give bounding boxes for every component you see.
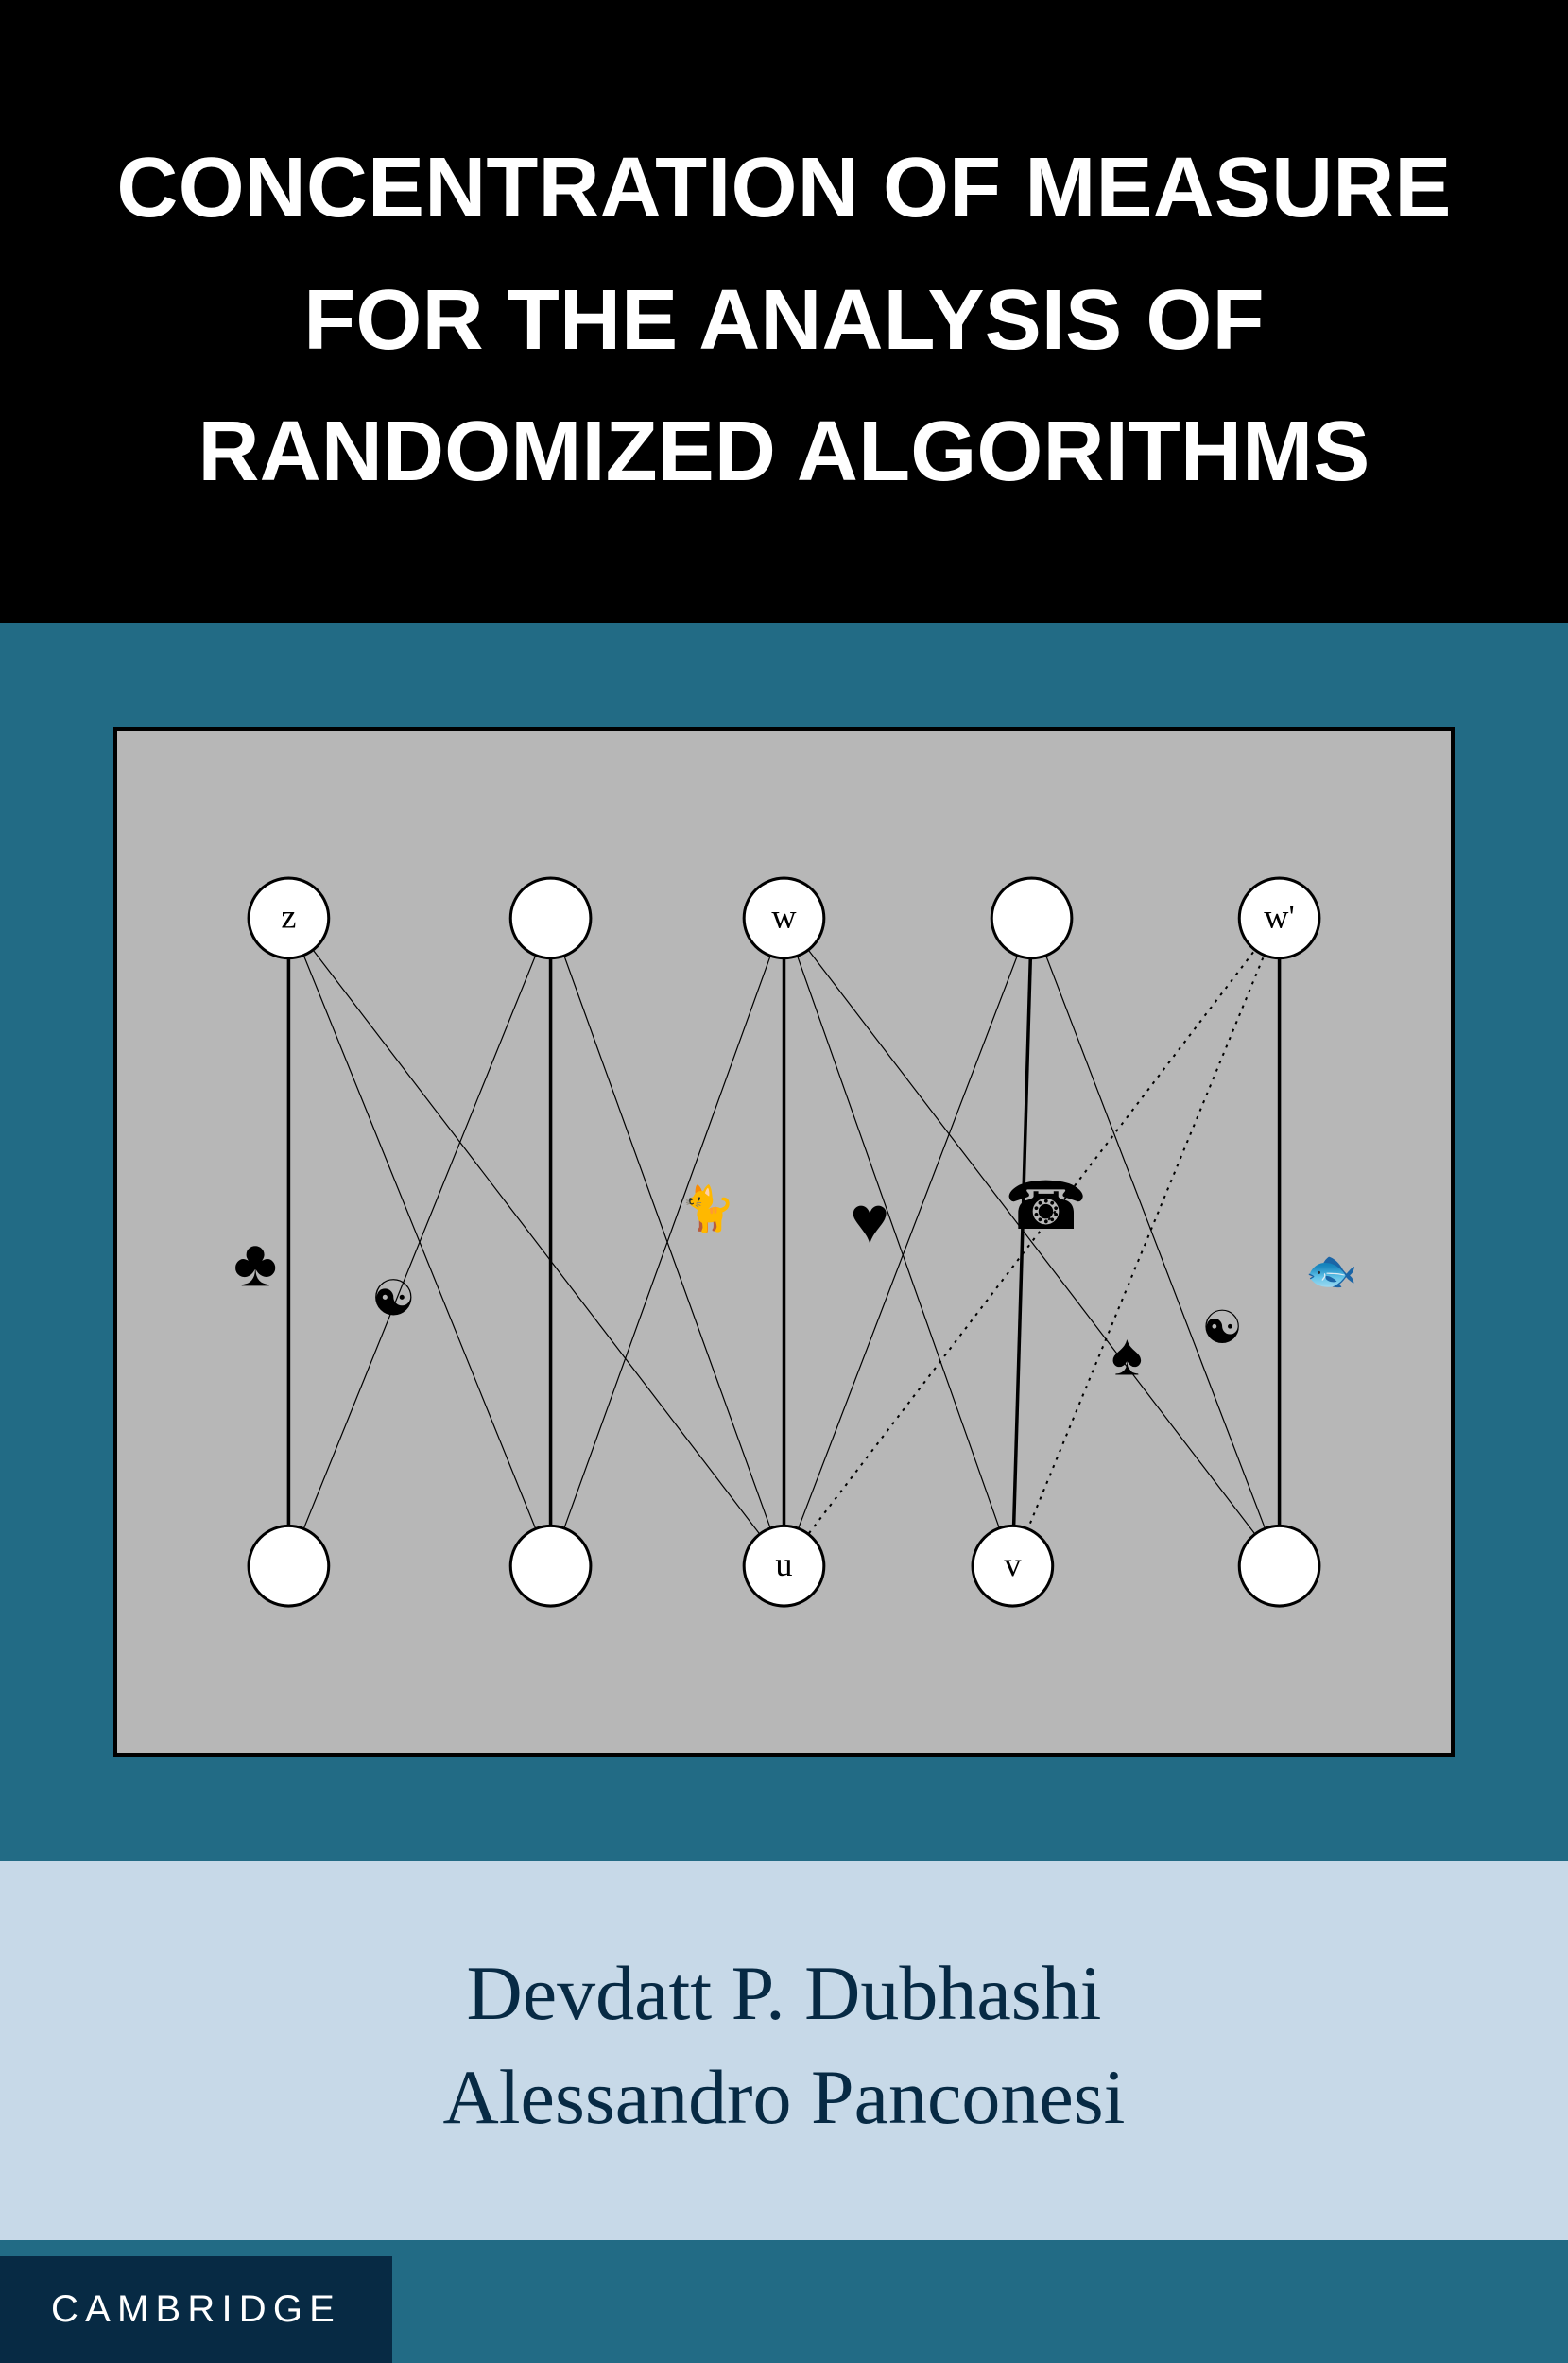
- graph-edge: [784, 918, 1032, 1565]
- book-cover: CONCENTRATION OF MEASURE FOR THE ANALYSI…: [0, 0, 1568, 2363]
- graph-node: [510, 878, 591, 958]
- publisher-label: CAMBRIDGE: [0, 2256, 392, 2363]
- heart-icon: ♥: [850, 1184, 889, 1258]
- graph-node-label: u: [775, 1545, 792, 1583]
- phone-icon: ☎: [1005, 1170, 1088, 1244]
- title-line-2: FOR THE ANALYSIS OF: [76, 255, 1492, 388]
- yinyang-icon: ☯: [371, 1271, 416, 1326]
- cat-icon: 🐈: [681, 1182, 735, 1233]
- authors-band: Devdatt P. Dubhashi Alessandro Panconesi: [0, 1861, 1568, 2240]
- graph-node-label: w': [1264, 897, 1295, 935]
- title-band: CONCENTRATION OF MEASURE FOR THE ANALYSI…: [0, 0, 1568, 623]
- bipartite-diagram: ♣ ☯ 🐈 ♥ ☎ ♠ ☯ 🐟 z w w' u v: [113, 727, 1455, 1757]
- publisher-band: CAMBRIDGE: [0, 2240, 1568, 2363]
- title-line-3: RANDOMIZED ALGORITHMS: [76, 387, 1492, 519]
- graph-node: [1239, 1526, 1319, 1606]
- title-line-1: CONCENTRATION OF MEASURE: [76, 123, 1492, 255]
- spade-icon: ♠: [1111, 1321, 1143, 1388]
- yinyang2-icon: ☯: [1201, 1302, 1242, 1353]
- graph-edge: [288, 918, 784, 1565]
- diagram-band: ♣ ☯ 🐈 ♥ ☎ ♠ ☯ 🐟 z w w' u v: [0, 623, 1568, 1861]
- graph-node-label: w: [771, 897, 797, 935]
- author-2: Alessandro Panconesi: [38, 2045, 1530, 2150]
- author-1: Devdatt P. Dubhashi: [38, 1941, 1530, 2046]
- graph-node: [991, 878, 1072, 958]
- graph-edge: [784, 918, 1013, 1565]
- graph-node: [249, 1526, 329, 1606]
- fish-icon: 🐟: [1305, 1247, 1357, 1294]
- club-icon: ♣: [233, 1227, 277, 1301]
- graph-node-label: z: [281, 897, 296, 935]
- graph-node-label: v: [1004, 1545, 1022, 1583]
- graph-node: [510, 1526, 591, 1606]
